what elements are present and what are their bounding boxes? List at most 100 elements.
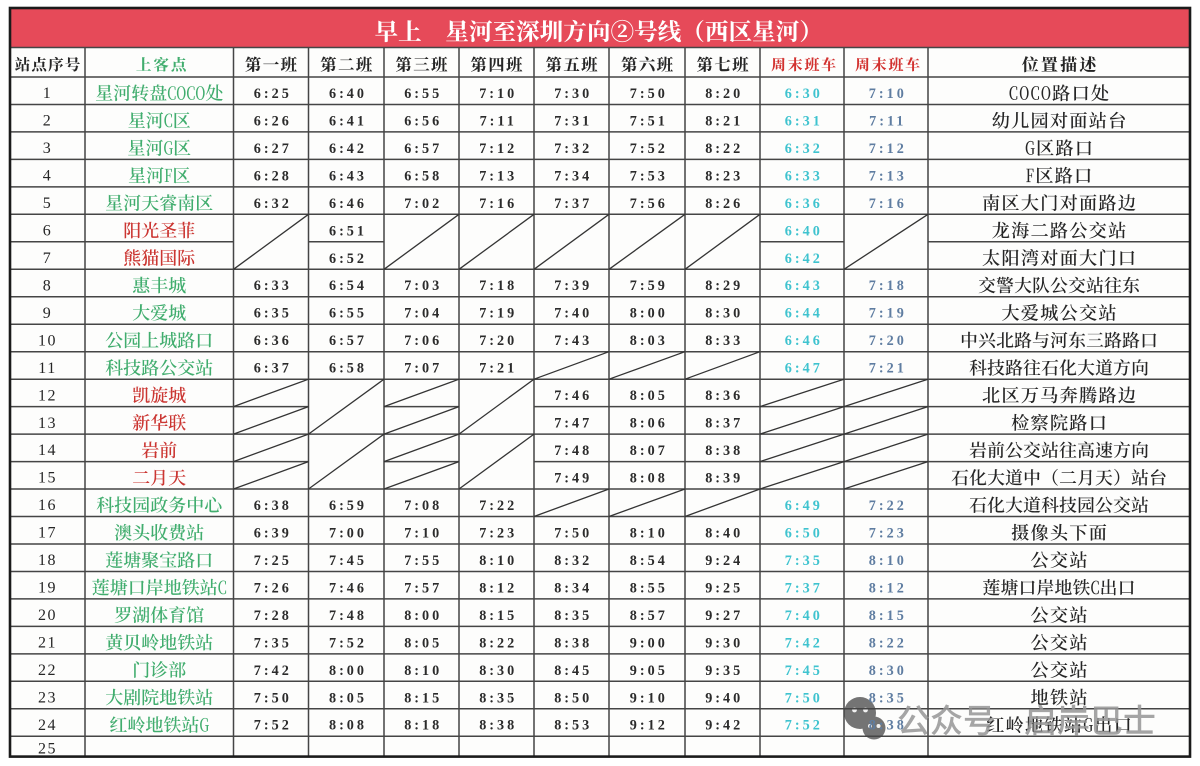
svg-text:6:35: 6:35 bbox=[254, 306, 292, 322]
svg-text:6:56: 6:56 bbox=[404, 113, 442, 129]
svg-text:7:43: 7:43 bbox=[554, 333, 592, 349]
svg-text:8:29: 8:29 bbox=[705, 278, 743, 294]
svg-text:8:53: 8:53 bbox=[554, 718, 592, 734]
svg-text:7:49: 7:49 bbox=[554, 471, 592, 487]
svg-text:8:38: 8:38 bbox=[705, 443, 743, 459]
svg-text:23: 23 bbox=[38, 690, 57, 707]
svg-text:9:35: 9:35 bbox=[705, 663, 743, 679]
svg-text:8:55: 8:55 bbox=[630, 580, 668, 596]
svg-text:7:25: 7:25 bbox=[254, 553, 292, 569]
svg-text:7:45: 7:45 bbox=[329, 553, 367, 569]
svg-text:7:21: 7:21 bbox=[479, 361, 517, 377]
svg-text:8:30: 8:30 bbox=[479, 663, 517, 679]
svg-text:8:40: 8:40 bbox=[705, 526, 743, 542]
svg-text:8:22: 8:22 bbox=[479, 635, 517, 651]
svg-text:6:43: 6:43 bbox=[329, 168, 367, 184]
svg-text:8:08: 8:08 bbox=[630, 471, 668, 487]
svg-text:8:39: 8:39 bbox=[705, 471, 743, 487]
svg-text:8:10: 8:10 bbox=[869, 553, 907, 569]
svg-text:3: 3 bbox=[43, 140, 53, 157]
svg-text:8:33: 8:33 bbox=[705, 333, 743, 349]
svg-text:9: 9 bbox=[43, 305, 53, 322]
svg-text:14: 14 bbox=[38, 442, 57, 459]
svg-text:8:34: 8:34 bbox=[554, 580, 592, 596]
svg-text:8:35: 8:35 bbox=[869, 690, 907, 706]
svg-text:6:43: 6:43 bbox=[785, 278, 823, 294]
svg-text:24: 24 bbox=[38, 717, 57, 734]
svg-text:8:12: 8:12 bbox=[869, 580, 907, 596]
svg-text:7:31: 7:31 bbox=[554, 113, 592, 129]
svg-text:8:54: 8:54 bbox=[630, 553, 668, 569]
svg-text:7:20: 7:20 bbox=[869, 333, 907, 349]
svg-text:7:48: 7:48 bbox=[329, 608, 367, 624]
svg-text:8:10: 8:10 bbox=[630, 526, 668, 542]
svg-text:7:11: 7:11 bbox=[869, 113, 906, 129]
svg-text:9:30: 9:30 bbox=[705, 635, 743, 651]
svg-text:6:33: 6:33 bbox=[254, 278, 292, 294]
svg-text:13: 13 bbox=[38, 415, 57, 432]
svg-text:7:52: 7:52 bbox=[630, 141, 668, 157]
svg-text:6:32: 6:32 bbox=[785, 141, 823, 157]
svg-text:9:24: 9:24 bbox=[705, 553, 743, 569]
svg-text:8:45: 8:45 bbox=[554, 663, 592, 679]
svg-text:8:50: 8:50 bbox=[554, 690, 592, 706]
svg-text:6:49: 6:49 bbox=[785, 498, 823, 514]
svg-text:6:37: 6:37 bbox=[254, 361, 292, 377]
svg-text:7:22: 7:22 bbox=[479, 498, 517, 514]
svg-text:7:35: 7:35 bbox=[254, 635, 292, 651]
svg-text:7:00: 7:00 bbox=[329, 526, 367, 542]
svg-text:7:12: 7:12 bbox=[869, 141, 907, 157]
svg-text:6:59: 6:59 bbox=[329, 498, 367, 514]
svg-text:6:46: 6:46 bbox=[329, 196, 367, 212]
svg-text:7:35: 7:35 bbox=[785, 553, 823, 569]
svg-text:6:25: 6:25 bbox=[254, 86, 292, 102]
svg-text:7:34: 7:34 bbox=[554, 168, 592, 184]
svg-text:7:37: 7:37 bbox=[785, 580, 823, 596]
svg-text:9:10: 9:10 bbox=[630, 690, 668, 706]
svg-text:7:04: 7:04 bbox=[404, 306, 442, 322]
svg-text:1: 1 bbox=[43, 85, 53, 102]
svg-text:7:37: 7:37 bbox=[554, 196, 592, 212]
svg-text:6:36: 6:36 bbox=[254, 333, 292, 349]
svg-text:7:39: 7:39 bbox=[554, 278, 592, 294]
svg-text:8:00: 8:00 bbox=[630, 306, 668, 322]
svg-text:8:37: 8:37 bbox=[705, 416, 743, 432]
svg-text:9:27: 9:27 bbox=[705, 608, 743, 624]
svg-text:8:15: 8:15 bbox=[869, 608, 907, 624]
svg-text:6:27: 6:27 bbox=[254, 141, 292, 157]
svg-text:7:19: 7:19 bbox=[479, 306, 517, 322]
svg-text:22: 22 bbox=[38, 662, 57, 679]
svg-text:8:38: 8:38 bbox=[554, 635, 592, 651]
svg-text:8:22: 8:22 bbox=[705, 141, 743, 157]
svg-text:8:21: 8:21 bbox=[705, 113, 743, 129]
svg-text:7:13: 7:13 bbox=[479, 168, 517, 184]
svg-text:8:38: 8:38 bbox=[869, 718, 907, 734]
svg-text:8:20: 8:20 bbox=[705, 86, 743, 102]
svg-text:9:40: 9:40 bbox=[705, 690, 743, 706]
svg-text:7:48: 7:48 bbox=[554, 443, 592, 459]
svg-text:8:10: 8:10 bbox=[404, 663, 442, 679]
svg-text:7:12: 7:12 bbox=[479, 141, 517, 157]
svg-text:17: 17 bbox=[38, 525, 57, 542]
svg-text:7:52: 7:52 bbox=[254, 718, 292, 734]
svg-text:9:25: 9:25 bbox=[705, 580, 743, 596]
svg-text:7:16: 7:16 bbox=[869, 196, 907, 212]
svg-text:8:38: 8:38 bbox=[479, 718, 517, 734]
svg-text:8:12: 8:12 bbox=[479, 580, 517, 596]
svg-text:8:32: 8:32 bbox=[554, 553, 592, 569]
svg-text:7:42: 7:42 bbox=[254, 663, 292, 679]
svg-text:8:22: 8:22 bbox=[869, 635, 907, 651]
svg-text:7:32: 7:32 bbox=[554, 141, 592, 157]
svg-text:8:05: 8:05 bbox=[329, 690, 367, 706]
svg-text:10: 10 bbox=[38, 332, 57, 349]
svg-text:6:40: 6:40 bbox=[329, 86, 367, 102]
svg-text:7:02: 7:02 bbox=[404, 196, 442, 212]
svg-text:7:52: 7:52 bbox=[785, 718, 823, 734]
svg-text:7:47: 7:47 bbox=[554, 416, 592, 432]
svg-text:8:00: 8:00 bbox=[329, 663, 367, 679]
svg-text:8:30: 8:30 bbox=[869, 663, 907, 679]
svg-text:6:58: 6:58 bbox=[404, 168, 442, 184]
svg-text:8:05: 8:05 bbox=[404, 635, 442, 651]
svg-text:7:42: 7:42 bbox=[785, 635, 823, 651]
svg-text:6:30: 6:30 bbox=[785, 86, 823, 102]
